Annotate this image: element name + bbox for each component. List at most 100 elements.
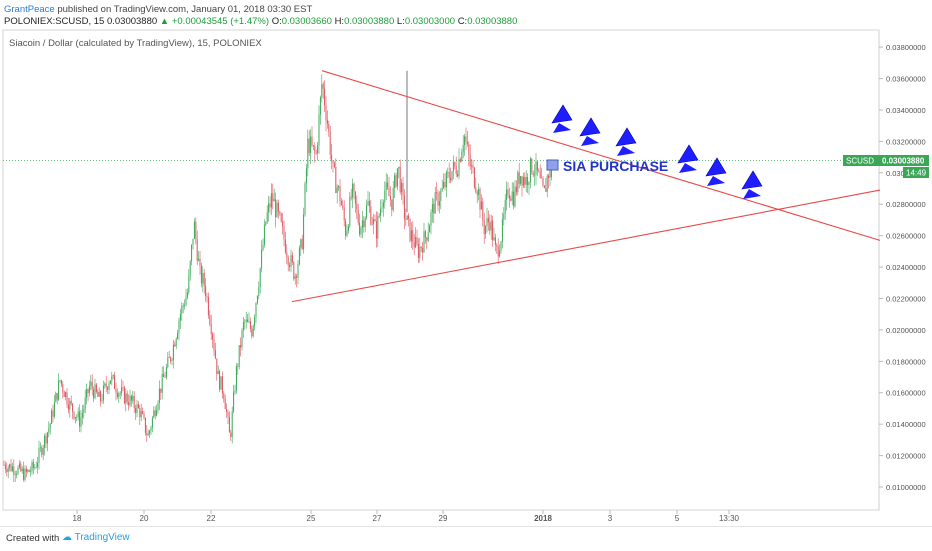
candle-body: [119, 393, 121, 394]
candle-body: [13, 466, 15, 475]
candle-body: [144, 417, 146, 433]
candle-body: [227, 412, 229, 417]
y-tick-label: 0.02600000: [886, 232, 926, 241]
candle-body: [427, 232, 429, 241]
candle-body: [300, 239, 302, 248]
candle-body: [20, 463, 22, 472]
candle-body: [53, 402, 55, 417]
candle-body: [30, 471, 32, 473]
symbol-line: POLONIEX:SCUSD, 15 0.03003880 ▲ +0.00043…: [4, 16, 517, 28]
candle-body: [37, 462, 39, 468]
ohlc-close-value: 0.03003880: [467, 16, 518, 27]
x-tick-label: 20: [140, 514, 149, 523]
candle-body: [324, 88, 326, 106]
candle-body: [28, 469, 30, 472]
last-price: 0.03003880: [106, 16, 158, 27]
candle-body: [108, 383, 110, 390]
candle-body: [245, 319, 247, 322]
candle-body: [59, 380, 61, 382]
candle-body: [205, 285, 207, 297]
candle-body: [359, 222, 361, 235]
candle-body: [388, 187, 390, 197]
candle-body: [549, 168, 551, 178]
y-tick-label: 0.02800000: [886, 200, 926, 209]
candle-body: [150, 427, 152, 431]
candle-body: [146, 432, 148, 436]
price-chart[interactable]: Siacoin / Dollar (calculated by TradingV…: [0, 0, 932, 526]
candle-body: [504, 199, 506, 214]
published-text: published on TradingView.com, January 01…: [57, 4, 313, 15]
candle-body: [242, 322, 244, 331]
candle-body: [255, 303, 257, 317]
candle-body: [90, 381, 92, 387]
candle-body: [56, 393, 58, 400]
candle-body: [476, 191, 478, 195]
candle-body: [291, 255, 293, 263]
ohlc-open-value: 0.03003660: [281, 16, 332, 27]
candle-body: [266, 212, 268, 222]
candle-body: [487, 218, 489, 223]
candle-body: [384, 190, 386, 203]
tradingview-logo[interactable]: ☁ TradingView: [62, 532, 130, 543]
candle-body: [258, 287, 260, 296]
candle-body: [219, 371, 221, 390]
candle-body: [368, 201, 370, 207]
candle-body: [60, 380, 62, 384]
candle-body: [58, 380, 60, 400]
y-tick-label: 0.03400000: [886, 106, 926, 115]
candle-body: [241, 330, 243, 348]
candle-body: [126, 393, 128, 403]
candle-body: [310, 136, 312, 153]
ohlc-close-label: C:: [457, 16, 468, 27]
candle-body: [212, 334, 214, 340]
candle-body: [17, 467, 19, 474]
candle-body: [238, 345, 240, 367]
candle-body: [326, 120, 328, 124]
candle-body: [220, 376, 222, 390]
candle-body: [543, 185, 545, 188]
candle-body: [325, 105, 327, 121]
candle-body: [97, 391, 99, 397]
candle-body: [217, 371, 219, 374]
candle-body: [496, 244, 498, 247]
candle-body: [352, 183, 354, 198]
candle-body: [527, 177, 529, 186]
candle-body: [529, 158, 531, 183]
candle-body: [305, 168, 307, 184]
author-link[interactable]: GrantPeace: [4, 4, 55, 15]
candle-body: [350, 196, 352, 198]
candle-body: [535, 161, 537, 175]
candle-body: [69, 400, 71, 410]
candle-body: [423, 231, 425, 253]
candle-body: [415, 237, 417, 248]
price-axis: 0.03800000 0.03600000 0.03400000 0.03200000…: [879, 43, 926, 492]
trendline-lower[interactable]: [291, 189, 881, 303]
candle-body: [158, 388, 160, 403]
candle-body: [297, 264, 299, 278]
change-up-icon: ▲: [159, 16, 170, 27]
candle-body: [436, 192, 438, 193]
candle-body: [206, 296, 208, 297]
x-tick-label: 18: [73, 514, 82, 523]
candle-body: [18, 463, 20, 468]
candle-body: [72, 403, 74, 412]
candle-body: [44, 435, 46, 448]
candle-body: [401, 182, 403, 193]
candle-body: [461, 152, 463, 162]
candle-body: [95, 384, 97, 392]
arrow-marker-tail: [617, 146, 635, 156]
candle-body: [216, 358, 218, 375]
candle-body: [482, 201, 484, 221]
candle-body: [343, 207, 345, 221]
candle-body: [42, 447, 44, 455]
candle-body: [480, 201, 482, 210]
candle-body: [373, 219, 375, 225]
trendline-upper[interactable]: [321, 70, 881, 241]
candle-body: [175, 338, 177, 347]
candle-body: [171, 359, 173, 361]
candle-body: [319, 97, 321, 115]
candle-body: [497, 246, 499, 257]
candle-body: [200, 265, 202, 284]
candle-body: [153, 410, 155, 418]
candle-body: [177, 332, 179, 339]
